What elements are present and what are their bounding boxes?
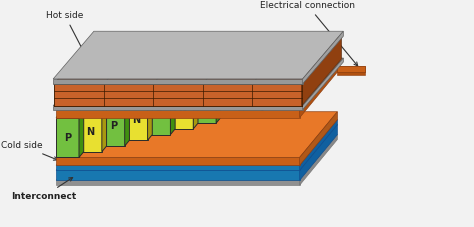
Polygon shape [337, 66, 365, 72]
Polygon shape [147, 95, 152, 140]
Text: P: P [64, 133, 71, 143]
Polygon shape [125, 101, 147, 140]
Polygon shape [216, 78, 239, 117]
Polygon shape [56, 110, 300, 118]
Polygon shape [56, 112, 84, 118]
Polygon shape [171, 89, 193, 129]
Polygon shape [102, 106, 125, 146]
Polygon shape [147, 95, 171, 135]
Polygon shape [79, 112, 84, 158]
Polygon shape [102, 106, 107, 152]
Polygon shape [79, 112, 102, 152]
Polygon shape [171, 89, 175, 135]
Text: Cold side: Cold side [1, 141, 57, 160]
Text: Interconnect: Interconnect [11, 178, 77, 201]
Polygon shape [56, 158, 300, 165]
Polygon shape [262, 66, 266, 112]
Polygon shape [56, 118, 79, 158]
Polygon shape [193, 83, 198, 129]
Polygon shape [54, 84, 301, 106]
Polygon shape [53, 31, 343, 79]
Polygon shape [300, 112, 337, 165]
Polygon shape [301, 37, 341, 106]
Polygon shape [171, 83, 198, 89]
Polygon shape [337, 66, 365, 72]
Polygon shape [56, 64, 337, 110]
Polygon shape [302, 31, 343, 84]
Polygon shape [239, 72, 262, 112]
Polygon shape [337, 72, 365, 75]
Polygon shape [300, 135, 337, 185]
Polygon shape [300, 125, 337, 180]
Polygon shape [53, 106, 302, 110]
Text: P: P [247, 87, 254, 97]
Text: P: P [109, 121, 117, 131]
Text: Electrical connection: Electrical connection [260, 1, 358, 66]
Text: N: N [178, 104, 186, 114]
Polygon shape [300, 120, 337, 170]
Polygon shape [53, 58, 343, 106]
Text: N: N [86, 127, 94, 137]
Polygon shape [216, 78, 221, 123]
Text: Hot side: Hot side [46, 11, 84, 52]
Polygon shape [193, 83, 216, 123]
Polygon shape [125, 101, 129, 146]
Polygon shape [302, 58, 343, 110]
Polygon shape [239, 66, 266, 72]
Polygon shape [147, 89, 175, 95]
Polygon shape [216, 72, 244, 78]
Polygon shape [56, 170, 300, 180]
Polygon shape [56, 120, 337, 165]
Polygon shape [54, 37, 341, 84]
Polygon shape [102, 101, 129, 106]
Polygon shape [56, 112, 337, 158]
Text: N: N [224, 93, 232, 103]
Polygon shape [193, 78, 221, 83]
Polygon shape [56, 125, 337, 170]
Text: P: P [201, 98, 208, 108]
Polygon shape [53, 79, 302, 84]
Polygon shape [56, 135, 337, 180]
Polygon shape [79, 106, 107, 112]
Polygon shape [300, 64, 337, 118]
Polygon shape [56, 165, 300, 170]
Polygon shape [125, 95, 152, 101]
Polygon shape [56, 180, 300, 185]
Polygon shape [239, 72, 244, 117]
Text: P: P [155, 110, 163, 120]
Text: N: N [132, 115, 140, 126]
